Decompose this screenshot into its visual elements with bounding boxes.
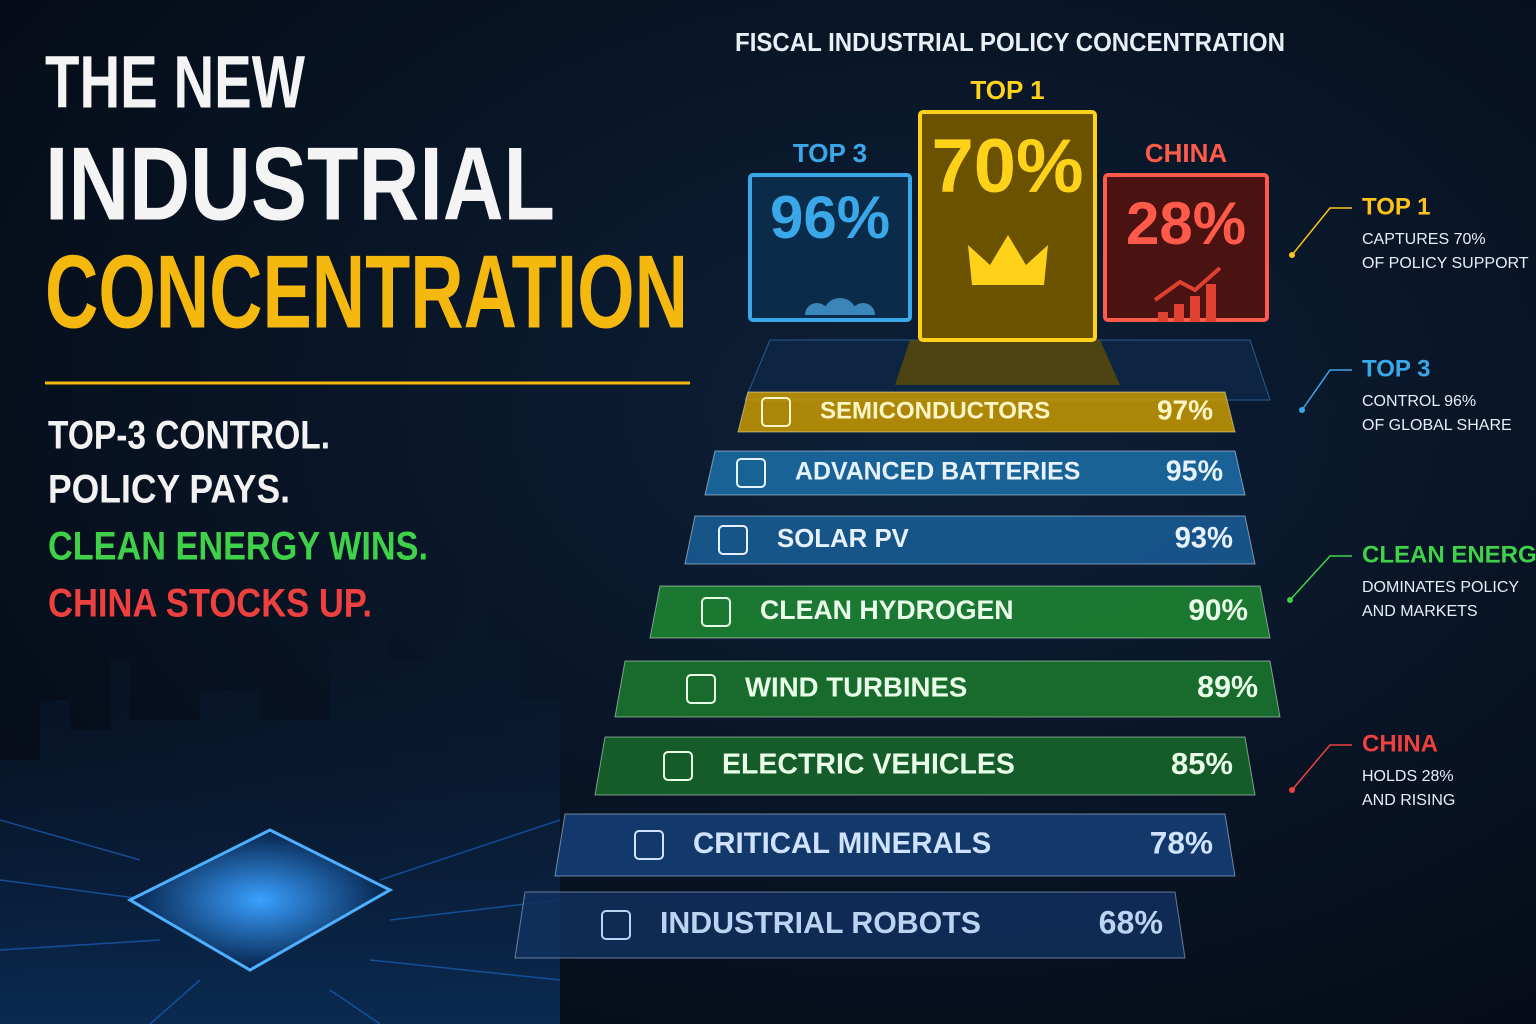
leader-dot	[1289, 252, 1295, 258]
row-bar	[704, 450, 1246, 496]
leader-line	[1289, 555, 1352, 601]
leader-dot	[1287, 597, 1293, 603]
icon-people	[805, 298, 875, 315]
tagline: CLEAN ENERGY WINS.	[48, 525, 428, 569]
row-bar	[684, 515, 1256, 565]
chip	[126, 828, 394, 972]
tagline: TOP-3 CONTROL.	[48, 414, 330, 458]
tagline: CHINA STOCKS UP.	[48, 582, 372, 626]
row-icon	[736, 458, 766, 488]
row-label: CRITICAL MINERALS	[693, 827, 991, 860]
callout-title: TOP 1	[1362, 193, 1430, 220]
podium-box	[1103, 173, 1269, 322]
row-value: 89%	[1197, 670, 1258, 704]
leader-line	[1291, 207, 1352, 256]
row-bar	[514, 891, 1186, 959]
row-value: 90%	[1188, 594, 1248, 627]
taglines: TOP-3 CONTROL. POLICY PAYS. CLEAN ENERGY W…	[48, 414, 428, 626]
icon-crown	[968, 235, 1048, 285]
callouts: TOP 1 CAPTURES 70% OF POLICY SUPPORT TOP 3 C…	[1287, 193, 1536, 809]
row-icon	[686, 674, 716, 704]
row-icon	[761, 397, 791, 427]
row-value: 78%	[1150, 824, 1213, 860]
callout-text: AND MARKETS	[1362, 603, 1478, 620]
row-label: WIND TURBINES	[745, 671, 967, 702]
podium-label: CHINA	[1145, 138, 1228, 168]
callout-title: CLEAN ENERGY	[1362, 541, 1536, 568]
headline: CONCENTRATION	[45, 234, 688, 350]
row-value: 85%	[1171, 746, 1233, 781]
skyline	[0, 560, 560, 1024]
row-bar	[649, 585, 1271, 639]
row-bar	[737, 391, 1236, 433]
row-value: 95%	[1166, 456, 1223, 488]
panel-title: FISCAL INDUSTRIAL POLICY CONCENTRATION	[735, 27, 1285, 57]
podium-box	[918, 110, 1097, 342]
podium-label: TOP 3	[793, 138, 867, 168]
leader-dot	[1299, 407, 1305, 413]
row-label: INDUSTRIAL ROBOTS	[660, 907, 981, 940]
podium: TOP 3 96% TOP 1 70% CHINA 28%	[748, 75, 1269, 342]
circuit	[0, 819, 561, 1024]
callout-text: OF POLICY SUPPORT	[1362, 255, 1529, 272]
row-icon	[601, 910, 631, 940]
row-bar	[554, 813, 1236, 877]
leader-line	[1291, 744, 1352, 791]
podium-value: 70%	[931, 124, 1083, 209]
callout-text: OF GLOBAL SHARE	[1362, 417, 1512, 434]
podium-value: 28%	[1126, 190, 1246, 257]
callout-text: HOLDS 28%	[1362, 768, 1454, 785]
podium-value: 96%	[770, 184, 890, 251]
row-label: SEMICONDUCTORS	[820, 397, 1050, 424]
callout-title: CHINA	[1362, 730, 1438, 757]
headline: INDUSTRIAL	[45, 126, 555, 242]
headline: THE NEW	[45, 41, 305, 124]
row-icon	[718, 525, 748, 555]
leader-line	[1301, 369, 1352, 411]
row-value: 93%	[1175, 523, 1233, 555]
row-value: 68%	[1099, 905, 1163, 941]
row-label: ELECTRIC VEHICLES	[722, 749, 1015, 781]
icon-arrow	[1153, 266, 1222, 302]
row-bar	[614, 660, 1281, 718]
podium-label: TOP 1	[970, 75, 1044, 105]
rows: SEMICONDUCTORS 97% ADVANCED BATTERIES 95% SO…	[514, 391, 1281, 959]
row-bar	[594, 736, 1256, 796]
podium-box	[748, 173, 912, 322]
callout-text: CAPTURES 70%	[1362, 231, 1486, 248]
row-label: ADVANCED BATTERIES	[795, 458, 1080, 486]
row-icon	[701, 597, 731, 627]
icon-growth	[1158, 284, 1216, 322]
row-label: CLEAN HYDROGEN	[760, 595, 1014, 625]
callout-title: TOP 3	[1362, 355, 1430, 382]
callout-text: CONTROL 96%	[1362, 393, 1476, 410]
row-icon	[634, 830, 664, 860]
callout-text: DOMINATES POLICY	[1362, 579, 1519, 596]
row-label: SOLAR PV	[777, 525, 910, 553]
row-icon	[663, 751, 693, 781]
callout-text: AND RISING	[1362, 792, 1455, 809]
row-value: 97%	[1157, 394, 1213, 425]
platform-glow	[895, 340, 1120, 385]
leader-dot	[1289, 787, 1295, 793]
tagline: POLICY PAYS.	[48, 468, 290, 512]
